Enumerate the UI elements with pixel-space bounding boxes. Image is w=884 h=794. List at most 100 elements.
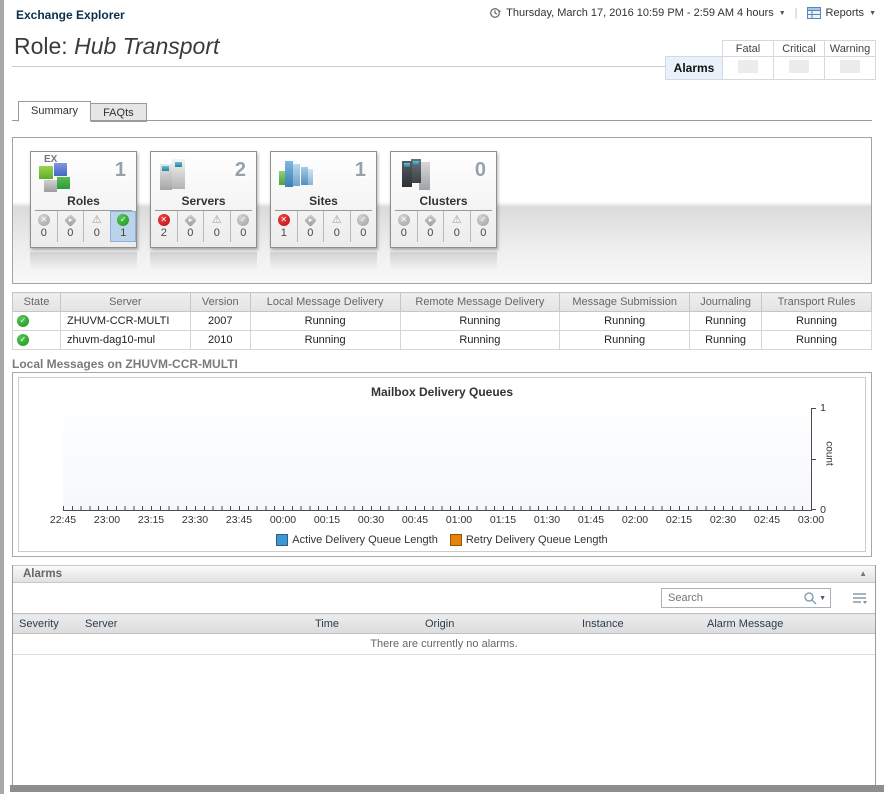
timerange-selector[interactable]: Thursday, March 17, 2016 10:59 PM - 2:59…	[506, 7, 774, 19]
sites-fatal-count-cell[interactable]: ✕ 1	[271, 211, 297, 242]
tab-divider	[12, 120, 872, 121]
search-input[interactable]	[662, 592, 804, 604]
alarm-summary-table: Fatal Critical Warning Alarms	[665, 40, 876, 80]
left-edge-strip	[0, 0, 4, 794]
x-tick-label: 02:15	[665, 514, 693, 526]
status-count: 0	[187, 227, 194, 239]
service-status-cell: Running	[399, 330, 561, 350]
alarms-panel-header: Alarms ▲	[13, 565, 875, 583]
server-state-table: State Server Version Local Message Deliv…	[12, 292, 872, 350]
col-remote-message-delivery[interactable]: Remote Message Delivery	[399, 292, 561, 312]
clusters-fatal-count-cell[interactable]: ✕ 0	[391, 211, 417, 242]
roles-warning-count-cell[interactable]: ⚠ 0	[83, 211, 110, 242]
active-series-swatch-icon	[276, 534, 289, 546]
status-count: 0	[93, 227, 100, 239]
warning-status-icon: ⚠	[211, 213, 222, 226]
col-message-submission[interactable]: Message Submission	[559, 292, 691, 312]
fatal-status-icon: ✕	[397, 214, 410, 226]
alarm-summary-fatal-cell[interactable]	[722, 56, 774, 80]
x-tick-label: 00:15	[313, 514, 341, 526]
service-status-cell: Running	[761, 330, 872, 350]
roles-fatal-count-cell[interactable]: ✕ 0	[31, 211, 57, 242]
tab-bar: Summary FAQts	[18, 101, 147, 122]
servers-fatal-count-cell[interactable]: ✕ 2	[151, 211, 177, 242]
reports-menu[interactable]: Reports	[825, 7, 865, 19]
critical-status-icon: ▸	[303, 213, 317, 227]
alarm-summary-warning-cell[interactable]	[824, 56, 876, 80]
sites-normal-count-cell[interactable]: ✓ 0	[349, 211, 377, 242]
mailbox-delivery-queues-chart[interactable]: Mailbox Delivery Queues 1 0 count 22:45 2…	[18, 377, 866, 552]
clusters-critical-count-cell[interactable]: ▸ 0	[416, 211, 444, 242]
status-count: 0	[67, 227, 74, 239]
col-state[interactable]: State	[12, 292, 61, 312]
chart-title: Mailbox Delivery Queues	[370, 385, 514, 399]
col-severity[interactable]: Severity	[13, 613, 79, 634]
col-version[interactable]: Version	[189, 292, 251, 312]
y-tick-bottom	[811, 509, 816, 510]
tile-name: Clusters	[419, 194, 468, 208]
servers-normal-count-cell[interactable]: ✓ 0	[229, 211, 257, 242]
x-tick-label: 02:30	[709, 514, 737, 526]
server-state-cell: ✓	[12, 311, 61, 331]
x-tick-label: 23:30	[181, 514, 209, 526]
reports-caret-icon[interactable]: ▼	[869, 9, 876, 17]
y-axis-label: count	[823, 441, 835, 466]
sites-warning-count-cell[interactable]: ⚠ 0	[323, 211, 350, 242]
tile-reflections	[13, 248, 871, 270]
sites-critical-count-cell[interactable]: ▸ 0	[296, 211, 324, 242]
retry-series-swatch-icon	[449, 534, 462, 546]
servers-warning-count-cell[interactable]: ⚠ 0	[203, 211, 230, 242]
server-name-cell[interactable]: zhuvm-dag10-mul	[59, 330, 191, 350]
alarms-empty-message: There are currently no alarms.	[13, 633, 875, 655]
tab-faqts[interactable]: FAQts	[91, 103, 147, 122]
col-alarm-message[interactable]: Alarm Message	[701, 613, 875, 634]
col-journaling[interactable]: Journaling	[689, 292, 763, 312]
alarm-summary-row-label: Alarms	[665, 56, 723, 80]
server-row[interactable]: ✓ ZHUVM-CCR-MULTI 2007 Running Running Runnin…	[12, 311, 872, 331]
table-customizer-icon[interactable]	[852, 592, 867, 605]
page-title: Role: Hub Transport	[14, 33, 219, 60]
col-local-message-delivery[interactable]: Local Message Delivery	[249, 292, 401, 312]
status-count: 1	[120, 227, 127, 239]
y-tick-top	[811, 408, 816, 409]
breadcrumb[interactable]: Exchange Explorer	[16, 8, 125, 22]
roles-normal-count-cell[interactable]: ✓ 1	[109, 211, 136, 242]
col-time[interactable]: Time	[309, 613, 419, 634]
roles-critical-count-cell[interactable]: ▸ 0	[56, 211, 84, 242]
normal-status-icon: ✓	[237, 214, 250, 226]
search-icon[interactable]	[803, 591, 817, 605]
servers-critical-count-cell[interactable]: ▸ 0	[176, 211, 204, 242]
server-version-cell: 2010	[189, 330, 251, 350]
x-tick-label: 22:45	[49, 514, 77, 526]
chart-legend: Active Delivery Queue Length Retry Deliv…	[19, 534, 865, 546]
alarm-summary-critical-cell[interactable]	[773, 56, 825, 80]
col-origin[interactable]: Origin	[419, 613, 576, 634]
normal-status-icon: ✓	[17, 334, 29, 346]
timerange-caret-icon[interactable]: ▼	[778, 9, 786, 17]
tile-name: Roles	[67, 194, 100, 208]
bottom-edge-bar	[10, 785, 884, 792]
server-name-cell[interactable]: ZHUVM-CCR-MULTI	[59, 311, 191, 331]
tab-summary[interactable]: Summary	[18, 101, 92, 122]
tile-servers[interactable]: 2 Servers ✕ 2 ▸ 0 ⚠ 0 ✓ 0	[150, 151, 257, 248]
alarms-table-header-row: Severity Server Time Origin Instance Ala…	[13, 613, 875, 634]
search-options-caret-icon[interactable]: ▼	[819, 594, 826, 602]
clusters-warning-count-cell[interactable]: ⚠ 0	[443, 211, 470, 242]
server-row[interactable]: ✓ zhuvm-dag10-mul 2010 Running Running Runnin…	[12, 330, 872, 350]
environment-overview-panel: 1Roles✕0▸0⚠0✓12Servers✕2▸0⚠0✓01Sites✕1▸0…	[12, 137, 872, 284]
x-tick-label: 01:30	[533, 514, 561, 526]
col-instance[interactable]: Instance	[576, 613, 701, 634]
clusters-normal-count-cell[interactable]: ✓ 0	[469, 211, 497, 242]
fatal-status-icon: ✕	[37, 214, 50, 226]
server-table-header-row: State Server Version Local Message Deliv…	[12, 292, 872, 312]
collapse-icon[interactable]: ▲	[859, 569, 867, 578]
col-transport-rules[interactable]: Transport Rules	[761, 292, 872, 312]
chart-section: Mailbox Delivery Queues 1 0 count 22:45 2…	[12, 372, 872, 557]
reports-icon	[806, 7, 821, 19]
tile-clusters[interactable]: 0 Clusters ✕ 0 ▸ 0 ⚠ 0 ✓ 0	[390, 151, 497, 248]
timerange-icon	[489, 7, 502, 19]
col-server[interactable]: Server	[59, 292, 191, 312]
tile-sites[interactable]: 1 Sites ✕ 1 ▸ 0 ⚠ 0 ✓ 0	[270, 151, 377, 248]
col-alarm-server[interactable]: Server	[79, 613, 309, 634]
